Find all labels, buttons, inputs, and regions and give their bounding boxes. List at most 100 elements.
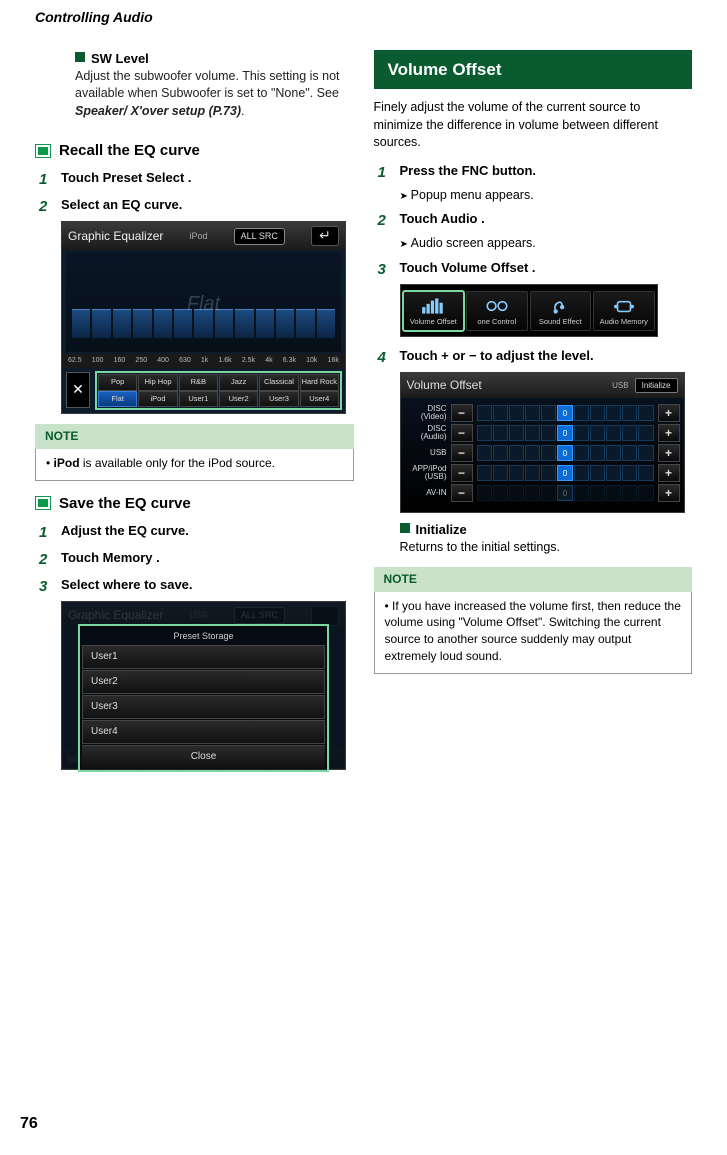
- volume-offset-heading: Volume Offset: [374, 50, 693, 90]
- vo-segment: [606, 425, 621, 441]
- freq-label: 2.5k: [242, 356, 255, 366]
- preset-button[interactable]: Hip Hop: [138, 374, 177, 391]
- storage-slot-button[interactable]: User3: [82, 695, 325, 719]
- vo-step-1: 1 Press the FNC button.: [378, 162, 693, 183]
- minus-button[interactable]: −: [451, 484, 473, 502]
- minus-button[interactable]: −: [451, 404, 473, 422]
- minus-label: −: [469, 348, 477, 363]
- storage-slot-button[interactable]: User2: [82, 670, 325, 694]
- vo-segments: 0: [477, 445, 654, 461]
- vo-segment: [525, 405, 540, 421]
- freq-label: 10k: [306, 356, 317, 366]
- plus-button[interactable]: +: [658, 464, 680, 482]
- eq-frequency-row: 62.51001602504006301k1.6k2.5k4k6.3k10k16…: [62, 354, 345, 368]
- back-icon[interactable]: ↵: [311, 226, 339, 246]
- volume-offset-screenshot: Volume Offset USB Initialize DISC(Video)…: [400, 372, 685, 513]
- vo-segments: 0: [477, 405, 654, 421]
- close-button[interactable]: Close: [82, 745, 325, 768]
- step-text: Select an EQ curve.: [61, 196, 354, 217]
- note-head: NOTE: [374, 567, 693, 592]
- vo-row: DISC(Video)−0+: [405, 404, 680, 422]
- step-number: 1: [39, 522, 53, 543]
- initialize-button[interactable]: Initialize: [635, 378, 678, 393]
- audio-tile[interactable]: Volume Offset: [403, 291, 465, 332]
- plus-button[interactable]: +: [658, 424, 680, 442]
- audio-tile[interactable]: one Control: [466, 291, 528, 332]
- step-text: Adjust the EQ curve.: [61, 522, 354, 543]
- audio-tile[interactable]: Sound Effect: [530, 291, 592, 332]
- plus-button[interactable]: +: [658, 404, 680, 422]
- step-text-post: .: [478, 211, 485, 226]
- memory-label: Memory: [103, 550, 153, 565]
- vo-segment: [493, 405, 508, 421]
- vo-segment: [493, 465, 508, 481]
- vo-segment: [477, 405, 492, 421]
- freq-label: 160: [114, 356, 126, 366]
- close-icon[interactable]: ✕: [66, 372, 90, 408]
- vo-segment: [574, 425, 589, 441]
- audio-tile[interactable]: Audio Memory: [593, 291, 655, 332]
- vo-row-label: USB: [405, 449, 447, 457]
- plus-button[interactable]: +: [658, 484, 680, 502]
- vo-row: USB−0+: [405, 444, 680, 462]
- tile-label: Audio Memory: [595, 317, 653, 328]
- vo-segment: [541, 425, 556, 441]
- vo-segment: [606, 465, 621, 481]
- preset-button[interactable]: Flat: [98, 391, 137, 408]
- plus-button[interactable]: +: [658, 444, 680, 462]
- sw-body-2: .: [241, 104, 244, 118]
- vo-step-4: 4 Touch + or − to adjust the level.: [378, 347, 693, 368]
- preset-button[interactable]: Classical: [259, 374, 298, 391]
- minus-button[interactable]: −: [451, 464, 473, 482]
- vo-segments: 0: [477, 485, 654, 501]
- step-number: 4: [378, 347, 392, 368]
- storage-slot-button[interactable]: User4: [82, 720, 325, 744]
- vo-segment: [493, 485, 508, 501]
- minus-button[interactable]: −: [451, 444, 473, 462]
- vo-segment: [622, 405, 637, 421]
- freq-label: 1k: [201, 356, 208, 366]
- note-text: If you have increased the volume first, …: [385, 599, 681, 663]
- step-text-pre: Touch: [400, 260, 442, 275]
- bullet-icon: [385, 599, 393, 613]
- tile-icon: [595, 295, 653, 317]
- vo-segment: [509, 405, 524, 421]
- vo-segment: [509, 425, 524, 441]
- vo-segment: [541, 465, 556, 481]
- volume-offset-intro: Finely adjust the volume of the current …: [374, 99, 693, 152]
- step-text-pre: Press the: [400, 163, 462, 178]
- vo-segment: [590, 485, 605, 501]
- minus-button[interactable]: −: [451, 424, 473, 442]
- document-icon: [35, 496, 51, 510]
- vo-row: APP/iPod(USB)−0+: [405, 464, 680, 482]
- preset-button[interactable]: User2: [219, 391, 258, 408]
- recall-step-1: 1 Touch Preset Select .: [39, 169, 354, 190]
- preset-button[interactable]: Pop: [98, 374, 137, 391]
- step-text-pre: Touch: [400, 348, 442, 363]
- preset-button[interactable]: User1: [179, 391, 218, 408]
- freq-label: 62.5: [68, 356, 82, 366]
- step-text-post: to adjust the level.: [477, 348, 594, 363]
- preset-button[interactable]: User4: [300, 391, 339, 408]
- vo-segment: [638, 485, 653, 501]
- freq-label: 16k: [328, 356, 339, 366]
- save-step-1: 1 Adjust the EQ curve.: [39, 522, 354, 543]
- preset-button[interactable]: Hard Rock: [300, 374, 339, 391]
- initialize-title: Initialize: [416, 522, 467, 537]
- step-number: 1: [39, 169, 53, 190]
- preset-button[interactable]: Jazz: [219, 374, 258, 391]
- preset-button[interactable]: R&B: [179, 374, 218, 391]
- save-step-3: 3 Select where to save.: [39, 576, 354, 597]
- storage-slot-button[interactable]: User1: [82, 645, 325, 669]
- step-result: Audio screen appears.: [400, 235, 693, 253]
- vo-step-2: 2 Touch Audio .: [378, 210, 693, 231]
- vo-step-3: 3 Touch Volume Offset .: [378, 259, 693, 280]
- recall-step-2: 2 Select an EQ curve.: [39, 196, 354, 217]
- step-number: 3: [378, 259, 392, 280]
- all-src-button[interactable]: ALL SRC: [234, 228, 285, 245]
- page-number: 76: [20, 1113, 38, 1135]
- tile-icon: [468, 295, 526, 317]
- vo-segment: 0: [557, 405, 572, 421]
- preset-button[interactable]: iPod: [138, 391, 177, 408]
- preset-button[interactable]: User3: [259, 391, 298, 408]
